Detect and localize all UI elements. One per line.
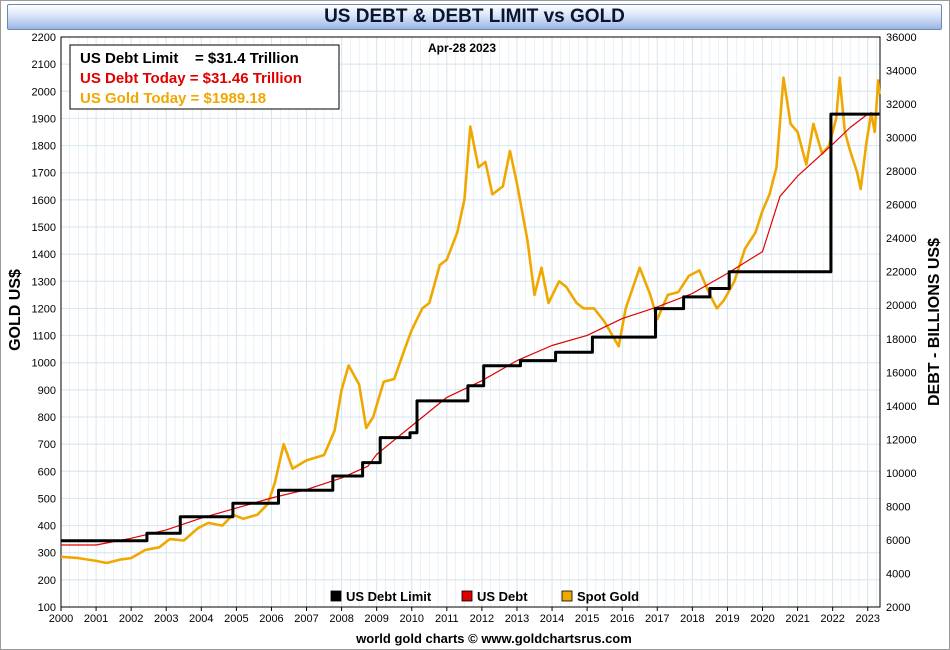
y-tick-label: 300 — [38, 548, 56, 560]
series-line-us-debt-limit — [61, 112, 880, 543]
info-box-line: US Debt Today = $31.46 Trillion — [80, 70, 302, 87]
y-tick-label: 200 — [38, 575, 56, 587]
info-box-line: US Debt Limit = $31.4 Trillion — [80, 50, 299, 67]
series-line-us-debt — [61, 112, 880, 546]
y2-tick-label: 34000 — [886, 66, 917, 78]
y-tick-label: 1500 — [32, 222, 56, 234]
y2-tick-label: 30000 — [886, 133, 917, 145]
y-tick-label: 1600 — [32, 195, 56, 207]
y2-tick-label: 22000 — [886, 267, 917, 279]
y-tick-label: 500 — [38, 493, 56, 505]
y-tick-label: 700 — [38, 439, 56, 451]
y-tick-label: 1300 — [32, 276, 56, 288]
x-tick-label: 2012 — [470, 613, 494, 625]
legend-label: US Debt Limit — [346, 589, 432, 604]
x-tick-label: 2000 — [49, 613, 73, 625]
grid — [60, 36, 880, 608]
y-tick-label: 900 — [38, 385, 56, 397]
y-tick-label: 100 — [38, 602, 56, 614]
legend: US Debt Limit US Debt Spot Gold — [330, 589, 639, 604]
y2-tick-label: 2000 — [886, 602, 910, 614]
x-tick-label: 2022 — [820, 613, 844, 625]
legend-label: US Debt — [477, 589, 528, 604]
x-tick-label: 2008 — [329, 613, 353, 625]
y-tick-label: 2000 — [32, 86, 56, 98]
x-tick-label: 2005 — [224, 613, 248, 625]
legend-swatch — [461, 590, 473, 602]
legend-swatch — [561, 590, 573, 602]
series — [60, 76, 881, 565]
x-tick-label: 2011 — [435, 613, 459, 625]
x-tick-label: 2002 — [119, 613, 143, 625]
x-tick-label: 2007 — [294, 613, 318, 625]
y2-tick-label: 20000 — [886, 300, 917, 312]
x-tick-label: 2023 — [855, 613, 879, 625]
y-tick-label: 1000 — [32, 358, 56, 370]
y2-tick-label: 14000 — [886, 401, 917, 413]
y-tick-label: 1900 — [32, 113, 56, 125]
x-tick-label: 2015 — [575, 613, 599, 625]
y2-tick-label: 10000 — [886, 468, 917, 480]
x-tick-label: 2009 — [364, 613, 388, 625]
axes: 100 200 300 400 500 600 700 800 900 1000 1100 1200 1… — [32, 32, 917, 625]
date-label: Apr-28 2023 — [428, 41, 496, 55]
x-tick-label: 2006 — [259, 613, 283, 625]
y2-tick-label: 6000 — [886, 535, 910, 547]
y2-tick-label: 18000 — [886, 334, 917, 346]
x-tick-label: 2020 — [750, 613, 774, 625]
y-axis-label: GOLD US$ — [7, 269, 24, 351]
legend-swatch — [330, 590, 342, 602]
x-tick-label: 2014 — [540, 613, 564, 625]
x-tick-label: 2017 — [645, 613, 669, 625]
y2-tick-label: 12000 — [886, 434, 917, 446]
y2-tick-label: 32000 — [886, 99, 917, 111]
x-tick-label: 2021 — [785, 613, 809, 625]
footer-credit: world gold charts © www.goldchartsrus.co… — [355, 631, 632, 646]
y2-tick-label: 26000 — [886, 200, 917, 212]
y2-tick-label: 8000 — [886, 501, 910, 513]
y-tick-label: 1700 — [32, 168, 56, 180]
y-tick-label: 800 — [38, 412, 56, 424]
series-line-spot-gold — [60, 76, 881, 565]
y-tick-label: 1100 — [32, 331, 56, 343]
chart-title: US DEBT & DEBT LIMIT vs GOLD — [7, 4, 942, 30]
x-tick-label: 2003 — [154, 613, 178, 625]
y2-tick-label: 24000 — [886, 233, 917, 245]
info-box-line: US Gold Today = $1989.18 — [80, 90, 266, 107]
y-tick-label: 1400 — [32, 249, 56, 261]
info-box-border — [69, 44, 340, 110]
x-tick-label: 2001 — [84, 613, 108, 625]
y2-tick-label: 4000 — [886, 568, 910, 580]
y-tick-label: 1200 — [32, 303, 56, 315]
x-tick-label: 2016 — [610, 613, 634, 625]
y-tick-label: 1800 — [32, 141, 56, 153]
info-box: US Debt Limit = $31.4 Trillion US Debt To… — [69, 44, 340, 110]
y-tick-label: 2100 — [32, 59, 56, 71]
x-tick-label: 2004 — [189, 613, 213, 625]
y-tick-label: 600 — [38, 466, 56, 478]
y2-tick-label: 36000 — [886, 32, 917, 44]
y2-axis-label: DEBT - BILLIONS US$ — [926, 238, 943, 406]
legend-label: Spot Gold — [577, 589, 639, 604]
y-tick-label: 2200 — [32, 32, 56, 44]
x-tick-label: 2019 — [715, 613, 739, 625]
y2-tick-label: 28000 — [886, 166, 917, 178]
x-tick-label: 2013 — [505, 613, 529, 625]
y2-tick-label: 16000 — [886, 367, 917, 379]
x-tick-label: 2018 — [680, 613, 704, 625]
plot-border — [60, 36, 881, 608]
y-tick-label: 400 — [38, 521, 56, 533]
x-tick-label: 2010 — [400, 613, 424, 625]
